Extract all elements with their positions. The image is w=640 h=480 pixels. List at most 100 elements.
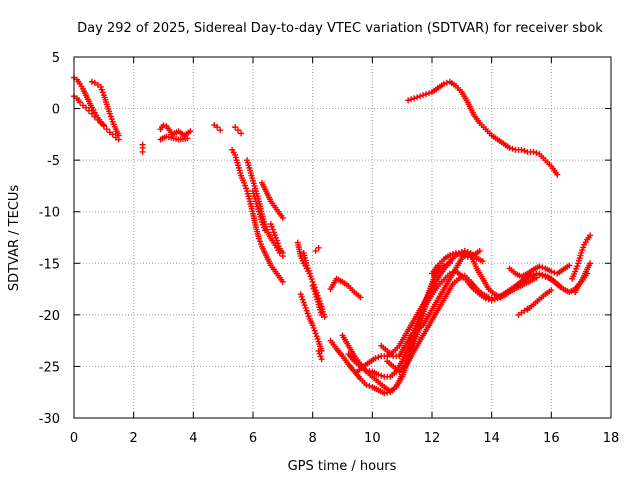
data-point: [163, 123, 171, 132]
data-point: [587, 232, 594, 239]
data-point: [530, 298, 541, 308]
data-point: [303, 262, 312, 274]
data-point: [429, 86, 439, 96]
x-tick-label: 12: [424, 431, 441, 446]
data-point: [247, 167, 256, 182]
data-point: [109, 131, 116, 138]
data-point: [449, 277, 460, 287]
data-point: [175, 128, 186, 138]
data-point: [270, 239, 279, 249]
data-series-s32: [569, 232, 594, 282]
data-point: [470, 286, 481, 296]
data-point: [88, 110, 95, 117]
data-point: [273, 270, 282, 279]
data-point: [387, 385, 398, 395]
data-point: [82, 92, 91, 103]
data-point: [482, 295, 492, 303]
data-point: [369, 384, 380, 393]
data-point: [252, 224, 262, 240]
x-tick-label: 4: [189, 431, 197, 446]
data-point: [85, 107, 92, 114]
data-point: [536, 263, 546, 271]
data-point: [261, 249, 270, 261]
data-point: [488, 296, 498, 304]
data-point: [297, 291, 306, 303]
data-point: [217, 127, 224, 134]
data-point: [238, 130, 245, 137]
data-series-s17: [309, 282, 325, 318]
data-point: [276, 274, 285, 283]
data-point: [345, 342, 357, 358]
data-series-s27: [423, 268, 591, 308]
data-point: [273, 206, 282, 215]
data-point: [381, 373, 391, 380]
data-point: [581, 268, 590, 279]
data-point: [267, 198, 276, 207]
data-point: [431, 293, 443, 308]
data-point: [91, 109, 100, 119]
data-point: [402, 355, 413, 370]
data-point: [464, 99, 476, 116]
data-point: [527, 275, 538, 284]
data-point: [399, 345, 411, 365]
data-point: [378, 353, 388, 360]
data-point: [414, 323, 425, 334]
data-point: [79, 85, 88, 97]
data-point: [452, 249, 462, 258]
data-point: [369, 368, 380, 377]
data-point: [548, 287, 555, 294]
data-point: [542, 272, 553, 281]
data-point: [375, 378, 386, 389]
data-series-s3: [88, 78, 122, 139]
data-point: [235, 162, 244, 177]
data-point: [452, 82, 463, 94]
data-series-s6: [157, 133, 191, 143]
data-point: [297, 253, 306, 264]
data-point: [429, 264, 440, 277]
data-point: [530, 271, 540, 279]
y-tick-label: 0: [52, 103, 60, 118]
data-point: [103, 126, 110, 133]
data-point: [521, 278, 532, 287]
data-point: [542, 265, 553, 274]
data-point: [536, 150, 547, 162]
data-point: [426, 303, 437, 318]
data-point: [554, 171, 561, 178]
data-point: [575, 280, 583, 289]
x-tick-label: 8: [309, 431, 317, 446]
x-axis-label: GPS time / hours: [288, 459, 397, 474]
data-series-s20: [327, 275, 364, 301]
data-point: [315, 301, 324, 316]
data-point: [512, 280, 523, 289]
data-point: [470, 249, 481, 259]
chart-title: Day 292 of 2025, Sidereal Day-to-day VTE…: [77, 21, 603, 36]
data-point: [369, 373, 380, 384]
data-point: [431, 303, 443, 318]
data-point: [512, 146, 522, 153]
data-series-s2: [71, 93, 107, 129]
y-tick-label: -25: [39, 360, 60, 375]
data-point: [345, 361, 356, 373]
data-point: [339, 332, 351, 347]
data-point: [244, 188, 253, 202]
data-point: [408, 344, 419, 360]
data-point: [139, 148, 146, 155]
data-point: [485, 286, 496, 296]
data-point: [548, 275, 559, 286]
y-tick-label: -20: [39, 309, 60, 324]
data-point: [264, 192, 273, 203]
data-point: [440, 253, 451, 263]
data-point: [578, 244, 587, 256]
data-point: [360, 360, 371, 370]
data-point: [267, 262, 276, 271]
data-point: [169, 129, 180, 138]
data-point: [97, 83, 106, 96]
data-point: [452, 268, 463, 278]
data-point: [255, 235, 264, 248]
plot-frame: [73, 56, 612, 419]
data-point: [345, 282, 356, 294]
data-series-s9: [229, 146, 286, 285]
data-point: [431, 272, 443, 287]
data-point: [440, 272, 451, 283]
data-point: [91, 113, 98, 120]
